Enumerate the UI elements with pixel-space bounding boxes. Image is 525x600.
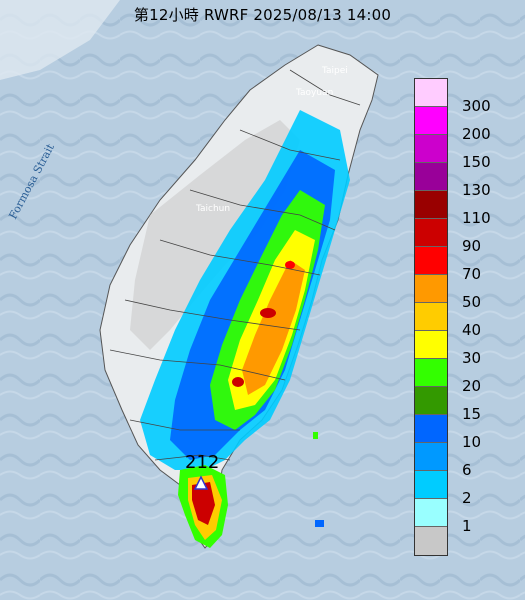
rain-core-1 [260, 308, 276, 318]
legend-label: 90 [462, 237, 482, 255]
legend-swatch [415, 415, 447, 443]
rain-south-red [192, 482, 215, 525]
rain-grey-zone [130, 120, 300, 350]
legend-label: 15 [462, 405, 482, 423]
legend-label: 1 [462, 517, 472, 535]
legend-swatch [415, 331, 447, 359]
legend-label: 50 [462, 293, 482, 311]
legend-swatch [415, 163, 447, 191]
legend-swatch [415, 443, 447, 471]
legend-swatch [415, 135, 447, 163]
legend-swatch [415, 303, 447, 331]
county-boundaries [109, 69, 361, 461]
legend-label: 70 [462, 265, 482, 283]
city-label-taipei: Taipei [322, 66, 348, 76]
legend-swatch [415, 387, 447, 415]
legend-swatch [415, 191, 447, 219]
legend-swatch [415, 79, 447, 107]
color-legend [414, 78, 448, 556]
legend-label: 300 [462, 97, 491, 115]
legend-label: 2 [462, 489, 472, 507]
legend-label: 20 [462, 377, 482, 395]
city-label-taoyuan: Taoyuan [296, 88, 334, 98]
legend-label: 40 [462, 321, 482, 339]
legend-labels: 300 200 150 130 110 90 70 50 40 30 20 15 10 6 2 1 [462, 78, 491, 540]
cloud-haze [0, 0, 120, 80]
legend-label: 10 [462, 433, 482, 451]
offshore-rain-1 [313, 432, 318, 439]
legend-swatch [415, 527, 447, 555]
legend-swatch [415, 471, 447, 499]
legend-label: 130 [462, 181, 491, 199]
map-title: 第12小時 RWRF 2025/08/13 14:00 [133, 6, 392, 24]
legend-swatch [415, 359, 447, 387]
max-rain-value: 212 [185, 452, 220, 473]
legend-swatch [415, 107, 447, 135]
legend-swatch [415, 499, 447, 527]
rain-band-orange [242, 260, 305, 395]
max-rain-marker [193, 475, 209, 490]
legend-swatch [415, 275, 447, 303]
city-label-taichun: Taichun [196, 204, 231, 214]
legend-swatch [415, 247, 447, 275]
legend-label: 110 [462, 209, 491, 227]
legend-label: 200 [462, 125, 491, 143]
offshore-rain-2 [315, 520, 324, 527]
legend-label: 30 [462, 349, 482, 367]
legend-swatch [415, 219, 447, 247]
legend-label: 150 [462, 153, 491, 171]
legend-label: 6 [462, 461, 472, 479]
rain-core-2 [232, 377, 244, 387]
rain-core-3 [285, 261, 295, 269]
